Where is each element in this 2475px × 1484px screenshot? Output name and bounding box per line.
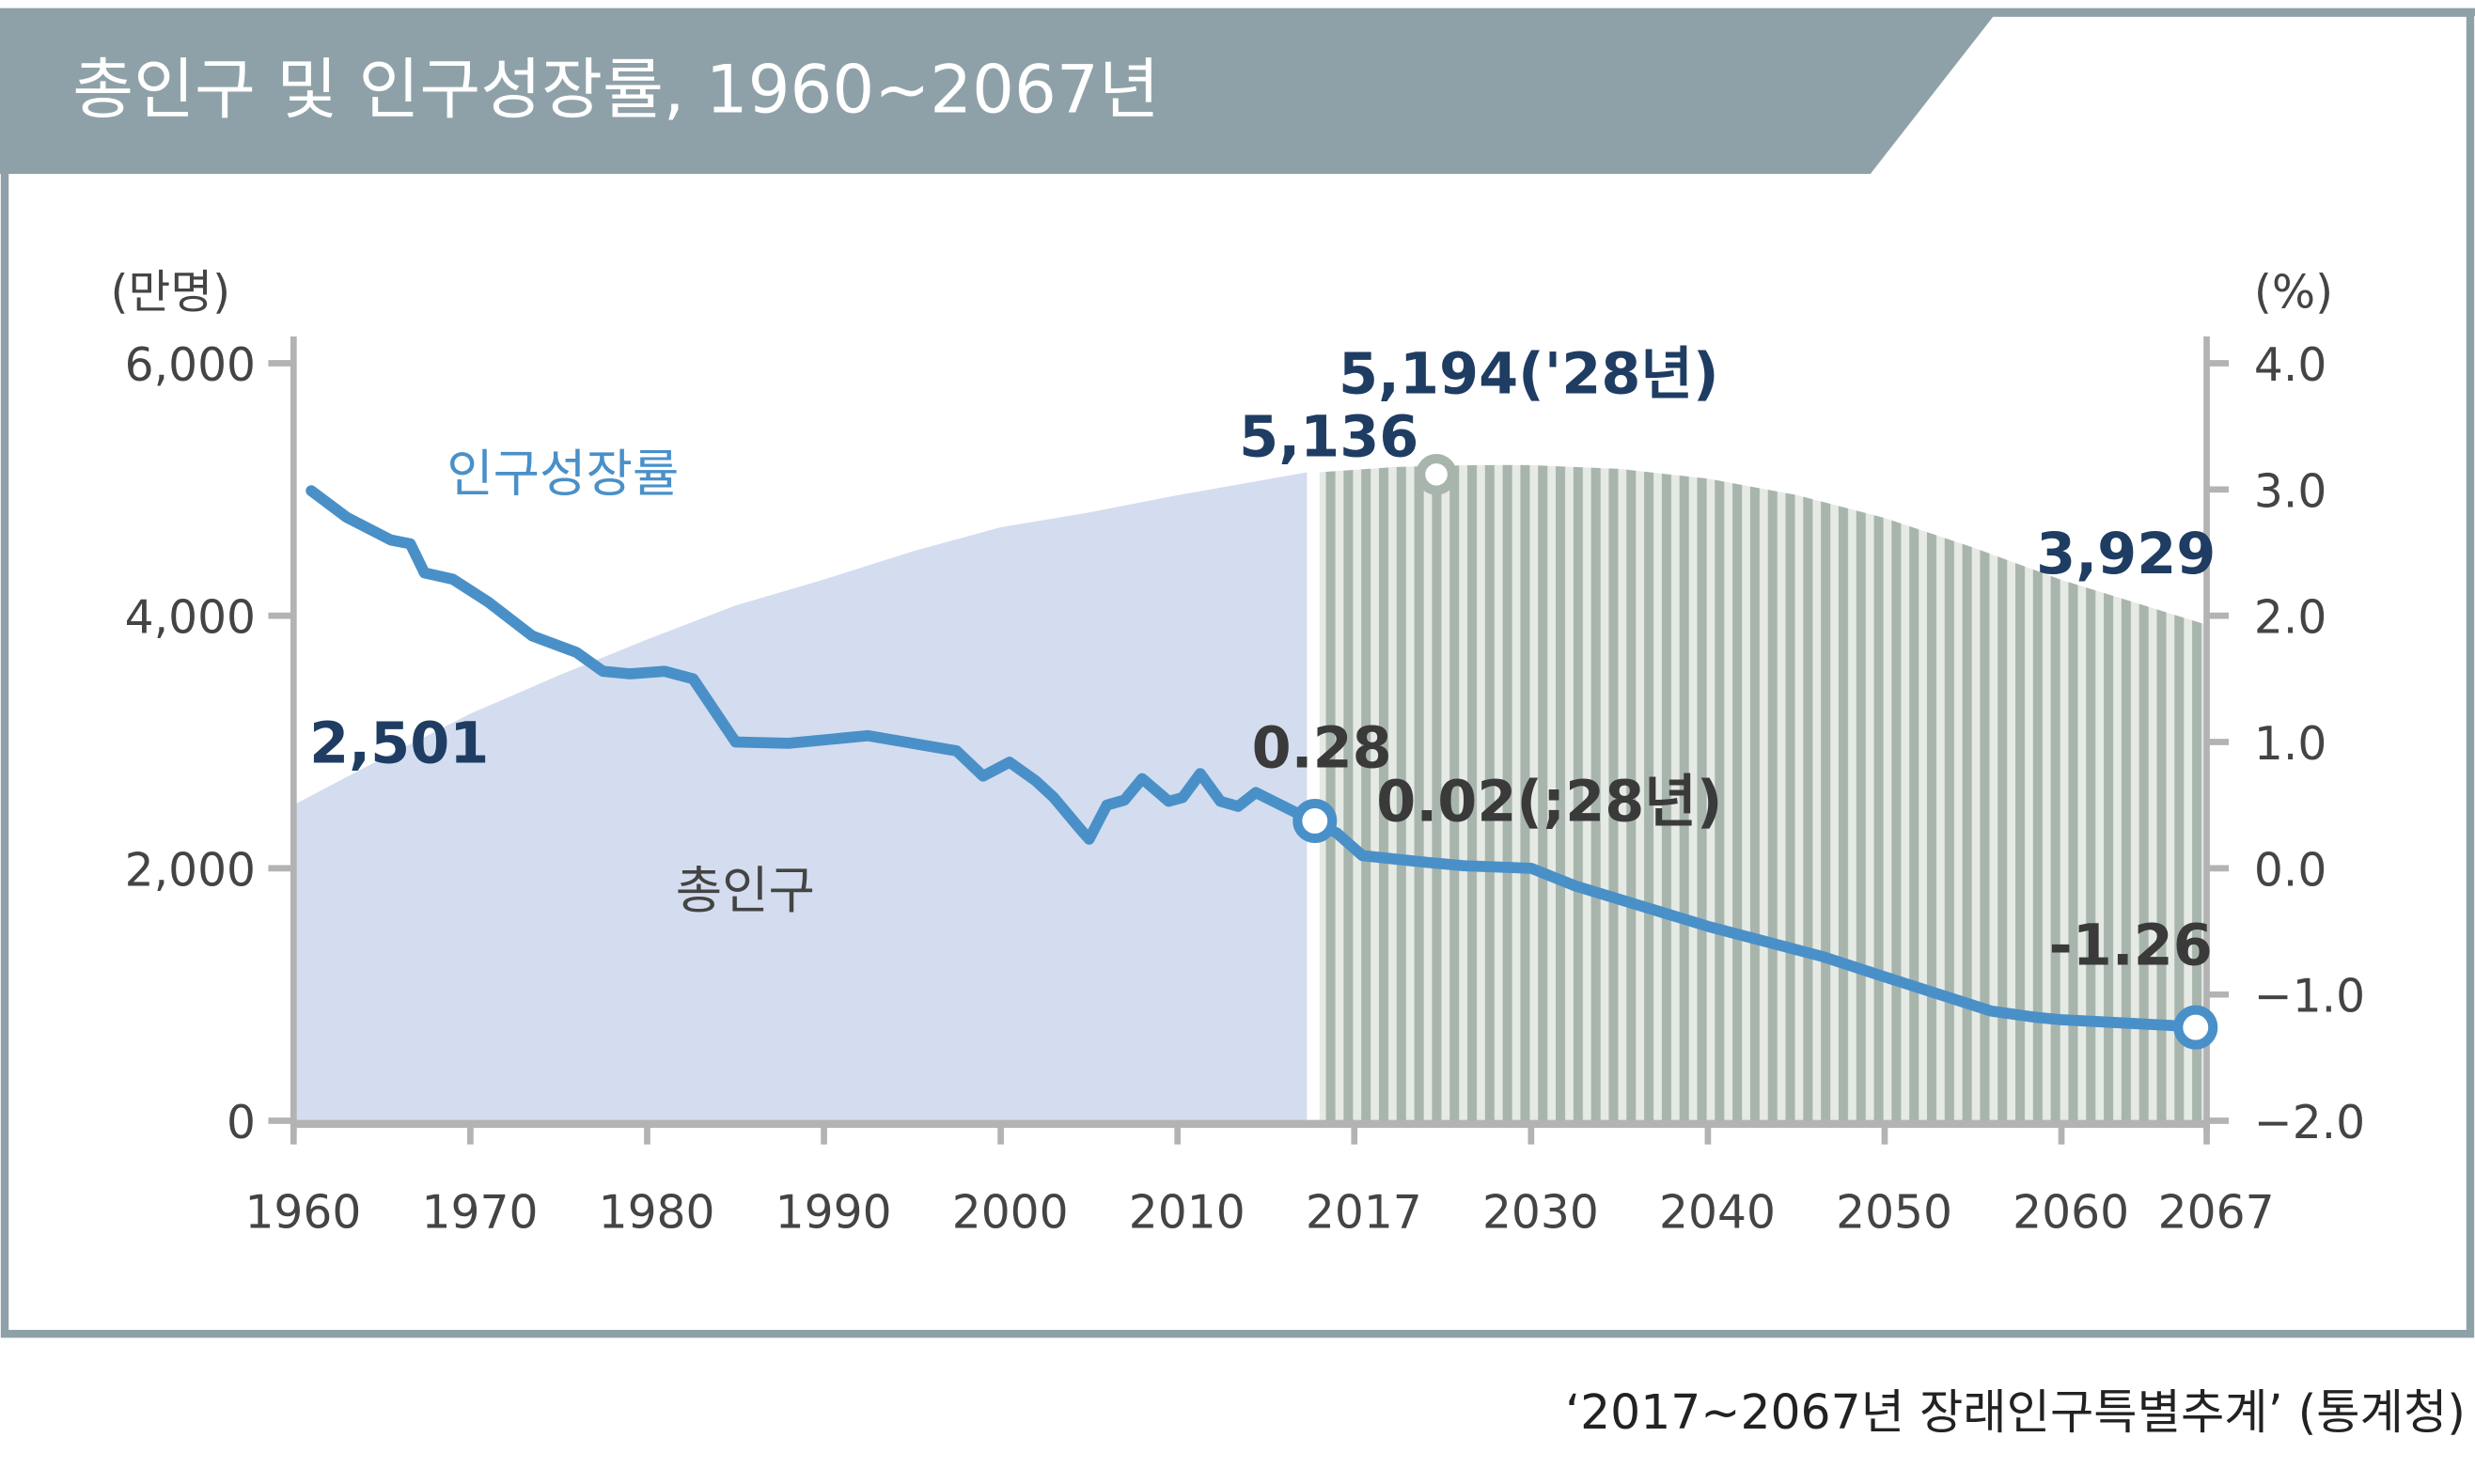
right-tick-label: 2.0 xyxy=(2254,592,2326,645)
x-tick-label: 2067 xyxy=(2158,1187,2275,1240)
right-axis-unit: (%) xyxy=(2254,267,2333,320)
rate-series-label: 인구성장률 xyxy=(446,445,679,504)
source-note: ‘2017~2067년 장래인구특별추계’ (통계청) xyxy=(1565,1384,2466,1440)
left-axis-unit: (만명) xyxy=(111,267,231,320)
left-tick-label: 2,000 xyxy=(125,844,256,897)
chart-title: 총인구 및 인구성장률, 1960~2067년 xyxy=(72,51,1159,128)
right-tick-label: 3.0 xyxy=(2254,465,2326,518)
right-tick-label: −2.0 xyxy=(2254,1097,2365,1149)
marker-rate-2017 xyxy=(1292,798,1338,843)
x-tick-label: 2010 xyxy=(1129,1187,1245,1240)
x-tick-label: 1960 xyxy=(244,1187,361,1240)
annotation-0-02: 0.02(;28년) xyxy=(1376,769,1722,835)
growth-rate-line xyxy=(305,485,2213,1033)
x-tick-label: 2040 xyxy=(1659,1187,1776,1240)
annotation-5194: 5,194('28년) xyxy=(1339,341,1719,407)
x-tick-label: 2000 xyxy=(952,1187,1069,1240)
x-tick-label: 2050 xyxy=(1836,1187,1952,1240)
right-tick-label: 1.0 xyxy=(2254,718,2326,771)
x-tick-label: 2030 xyxy=(1482,1187,1599,1240)
annotation-minus-1-26: -1.26 xyxy=(2049,913,2213,978)
x-tick-label: 2060 xyxy=(2013,1187,2129,1240)
x-tick-label: 2017 xyxy=(1306,1187,1422,1240)
marker-rate-2067 xyxy=(2173,1005,2218,1050)
left-tick-label: 6,000 xyxy=(125,339,256,392)
marker-population-peak xyxy=(1416,454,1457,495)
left-tick-label: 4,000 xyxy=(125,592,256,645)
x-tick-label: 1980 xyxy=(599,1187,715,1240)
right-tick-label: 4.0 xyxy=(2254,339,2326,392)
population-area-historical xyxy=(293,472,1308,1121)
header-band xyxy=(0,8,2475,174)
right-tick-label: 0.0 xyxy=(2254,844,2326,897)
annotation-3929: 3,929 xyxy=(2036,522,2216,587)
population-area-projected xyxy=(1319,464,2207,1121)
annotation-2501: 2,501 xyxy=(309,711,489,776)
x-tick-label: 1990 xyxy=(775,1187,892,1240)
left-tick-label: 0 xyxy=(227,1097,256,1149)
right-tick-label: −1.0 xyxy=(2254,971,2365,1023)
annotation-0-28: 0.28 xyxy=(1252,715,1392,781)
population-series-label: 총인구 xyxy=(676,861,815,920)
x-tick-label: 1970 xyxy=(422,1187,539,1240)
annotation-5136: 5,136 xyxy=(1239,405,1418,471)
